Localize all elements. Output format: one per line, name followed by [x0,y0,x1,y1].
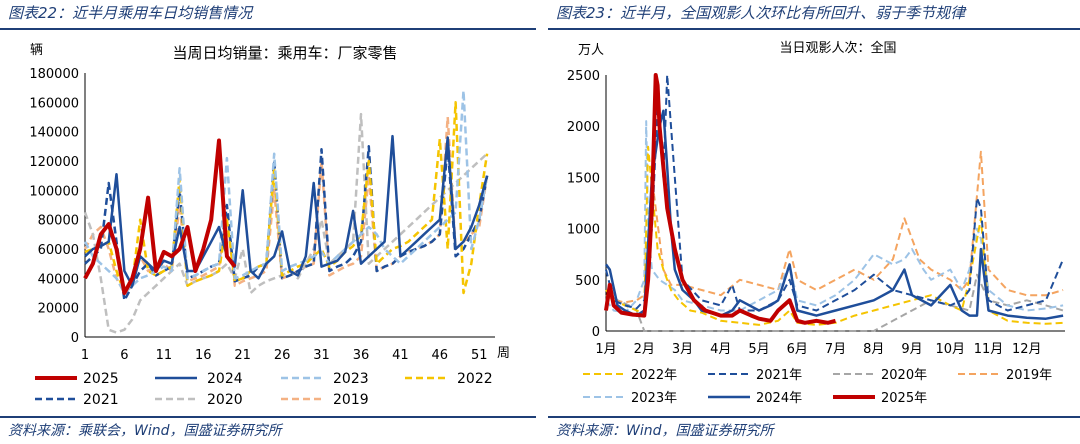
x-tick-label: 6 [120,348,128,363]
x-tick-label: 1 [81,348,89,363]
figure-panel-right: 图表23：近半月，全国观影人次环比有所回升、弱于季节规律 当日观影人次：全国 万人… [548,0,1080,444]
x-tick-label: 21 [234,348,251,363]
x-tick-label: 2月 [634,342,655,357]
x-tick-label: 6月 [787,342,808,357]
source-left: 资料来源：乘联会，Wind，国盛证券研究所 [8,423,282,439]
x-tick-label: 31 [313,348,330,363]
x-tick-label: 16 [195,348,212,363]
chart-box-office: 当日观影人次：全国 万人 0 500 1000 1500 2000 2500 1月 2月 3月 4月 5… [567,40,1065,406]
series-line-2024 [84,134,489,287]
x-axis-unit: 周 [497,346,510,361]
chart-car-sales: 当周日均销量：乘用车：厂家零售 辆 0 20000 40000 60000 80000 100… [29,43,510,408]
series-line-2019年 [605,150,1064,304]
x-tick-label: 1月 [595,342,616,357]
series-line-2025 [83,138,237,295]
source-divider-right [548,416,1080,418]
series-line-2021 [84,145,489,302]
legend-label-2019: 2019 [333,392,369,408]
legend-label-2023年: 2023年 [631,391,677,406]
y-tick-label: 500 [575,274,600,289]
x-tick-label: 41 [392,348,409,363]
figure-title-left: 图表22：近半月乘用车日均销售情况 [8,4,253,22]
legend-label-2022: 2022 [457,371,493,387]
y-tick-label: 160000 [29,96,79,111]
series-line-2020 [83,112,488,334]
series-line-2023年 [605,120,1064,314]
y-tick-label: 0 [71,331,79,346]
series-line-2023 [83,89,489,295]
x-tick-label: 4月 [710,342,731,357]
title-divider-left [0,28,536,30]
x-tick-label: 7月 [825,342,846,357]
title-divider-right [548,28,1080,30]
series-line-2025年 [604,73,837,325]
x-tick-label: 12月 [1012,342,1042,357]
x-tick-label: 26 [274,348,291,363]
y-tick-label: 180000 [29,67,79,82]
legend-label-2024: 2024 [207,371,243,387]
y-tick-label: 80000 [38,214,79,229]
figure-title-right: 图表23：近半月，全国观影人次环比有所回升、弱于季节规律 [556,4,966,22]
y-tick-label: 1000 [567,223,600,238]
series-line-2024年 [604,109,1064,320]
y-axis-unit: 万人 [578,43,604,58]
legend-label-2021年: 2021年 [756,368,802,383]
y-tick-label: 120000 [29,155,79,170]
x-tick-label: 36 [353,348,370,363]
series-line-2022年 [605,145,1064,326]
legend-label-2023: 2023 [333,371,369,387]
x-tick-label: 46 [432,348,449,363]
x-tick-label: 11月 [974,342,1004,357]
legend-label-2022年: 2022年 [631,368,677,383]
series-line-2021年 [605,74,1065,312]
x-tick-label: 3月 [672,342,693,357]
y-tick-label: 60000 [38,243,79,258]
series-line-2020年 [605,273,1064,332]
legend-label-2021: 2021 [83,392,119,408]
x-tick-label: 11 [156,348,173,363]
chart-title: 当周日均销量：乘用车：厂家零售 [172,44,397,62]
y-tick-label: 0 [592,325,600,340]
legend-label-2024年: 2024年 [756,391,802,406]
x-tick-label: 8月 [863,342,884,357]
y-tick-label: 40000 [38,272,79,287]
source-right: 资料来源：Wind，国盛证券研究所 [556,423,774,439]
y-axis-unit: 辆 [30,43,43,58]
y-tick-label: 100000 [29,184,79,199]
y-tick-label: 2000 [567,120,600,135]
source-divider-left [0,416,536,418]
legend-label-2025年: 2025年 [881,391,927,406]
legend-label-2025: 2025 [83,371,119,387]
y-tick-label: 140000 [29,126,79,141]
legend-label-2020年: 2020年 [881,368,927,383]
figure-panel-left: 图表22：近半月乘用车日均销售情况 当周日均销量：乘用车：厂家零售 辆 0 20000… [0,0,536,444]
x-tick-label: 5月 [748,342,769,357]
x-tick-label: 10月 [935,342,965,357]
y-tick-label: 2500 [567,69,600,84]
y-tick-label: 1500 [567,171,600,186]
legend-label-2019年: 2019年 [1006,368,1052,383]
chart-title: 当日观影人次：全国 [779,40,896,56]
x-tick-label: 9月 [901,342,922,357]
legend-label-2020: 2020 [207,392,243,408]
y-tick-label: 20000 [38,302,79,317]
x-tick-label: 51 [471,348,488,363]
